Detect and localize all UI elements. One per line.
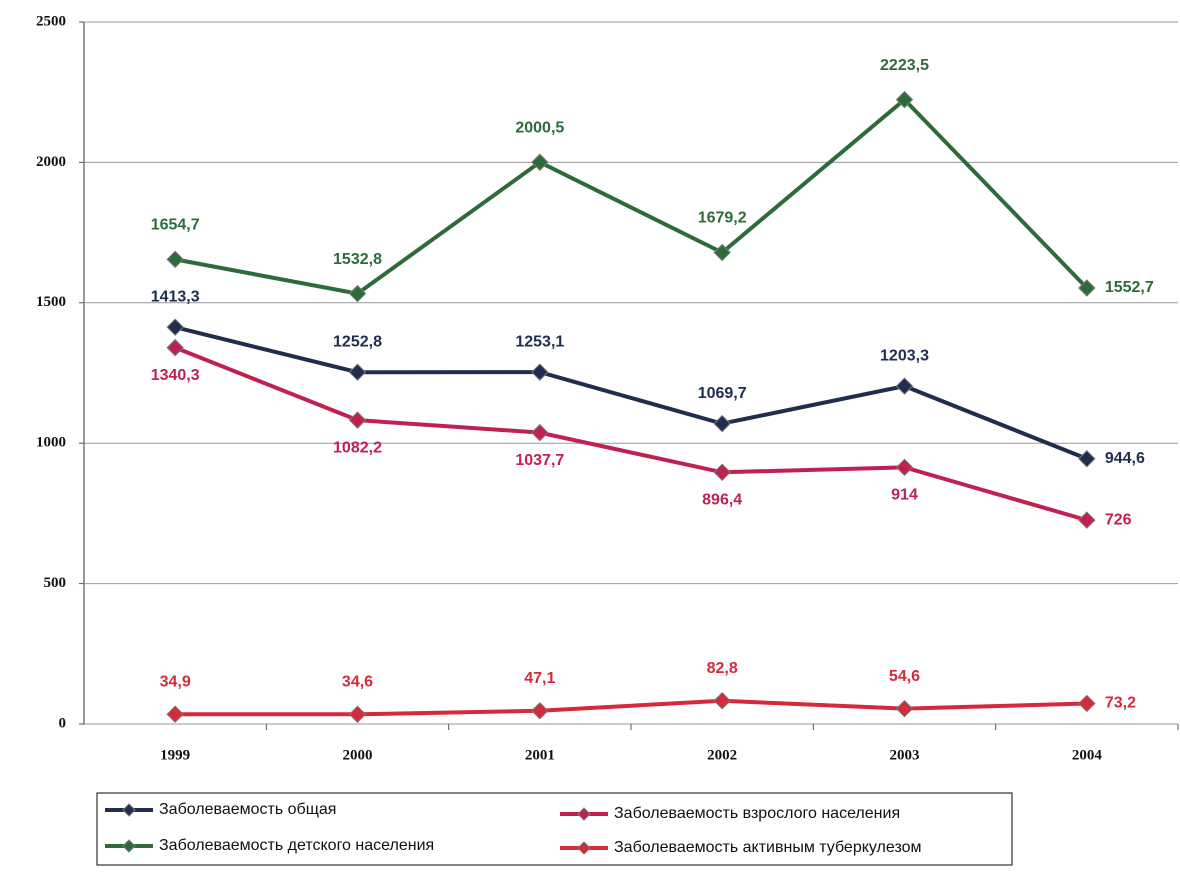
x-tick-label: 2004	[1072, 747, 1103, 763]
series-line	[174, 345, 1088, 523]
data-label: 896,4	[702, 492, 742, 509]
data-label: 1654,7	[151, 217, 200, 234]
y-tick-label: 0	[59, 715, 67, 731]
point	[531, 423, 549, 442]
data-label: 1679,2	[698, 210, 747, 227]
data-label: 1069,7	[698, 385, 747, 402]
y-tick-label: 500	[44, 575, 67, 591]
data-label: 73,2	[1105, 695, 1136, 712]
point	[348, 705, 367, 723]
point	[1078, 511, 1096, 529]
point	[531, 153, 549, 171]
data-label: 34,9	[160, 673, 191, 690]
point	[713, 243, 731, 262]
point	[713, 692, 731, 710]
point	[348, 284, 367, 303]
point	[1078, 279, 1096, 297]
data-label: 1552,7	[1105, 279, 1154, 296]
data-label: 914	[891, 487, 918, 504]
data-label: 1252,8	[333, 333, 382, 350]
point	[348, 411, 367, 429]
legend-box	[96, 792, 1013, 866]
point	[895, 90, 914, 109]
data-label: 54,6	[889, 668, 920, 685]
point	[166, 250, 184, 269]
series-line	[175, 698, 1087, 717]
data-label: 1253,1	[515, 333, 564, 350]
point	[895, 377, 914, 395]
legend-marker	[577, 807, 591, 821]
legend-label: Заболеваемость общая	[159, 801, 336, 818]
y-tick-label: 2000	[36, 154, 66, 170]
data-label: 82,8	[707, 660, 738, 677]
data-label: 2000,5	[515, 119, 564, 136]
y-tick-label: 2500	[36, 13, 66, 29]
point	[1078, 450, 1096, 468]
point	[895, 458, 914, 477]
legend-marker	[122, 803, 136, 817]
point	[348, 363, 367, 381]
point	[895, 699, 914, 718]
legend-label: Заболеваемость детского населения	[159, 837, 434, 854]
legend-label: Заболеваемость взрослого населения	[614, 805, 900, 822]
data-label: 34,6	[342, 674, 373, 691]
series-line	[174, 325, 1088, 461]
data-label: 1413,3	[151, 288, 200, 305]
y-tick-label: 1500	[36, 294, 66, 310]
data-label: 1532,8	[333, 251, 382, 268]
point	[713, 414, 731, 433]
x-tick-label: 2003	[890, 747, 920, 763]
data-label: 1082,2	[333, 439, 382, 456]
data-label: 1037,7	[515, 452, 564, 469]
data-label: 47,1	[524, 670, 555, 687]
legend-marker	[577, 841, 591, 855]
x-tick-label: 2001	[525, 747, 555, 763]
point	[166, 338, 184, 357]
data-label: 2223,5	[880, 57, 929, 74]
data-label: 726	[1105, 511, 1132, 528]
point	[713, 463, 731, 481]
series-line	[174, 96, 1089, 296]
point	[166, 318, 184, 336]
data-label: 1203,3	[880, 347, 929, 364]
y-tick-label: 1000	[36, 435, 66, 451]
data-label: 1340,3	[151, 367, 200, 384]
point	[531, 363, 549, 381]
legend-marker	[122, 839, 136, 853]
x-tick-label: 1999	[160, 747, 190, 763]
point	[166, 705, 184, 723]
point	[1078, 694, 1096, 713]
point	[531, 702, 549, 720]
data-label: 944,6	[1105, 450, 1145, 467]
x-tick-label: 2000	[343, 747, 373, 763]
x-tick-label: 2002	[707, 747, 737, 763]
legend-label: Заболеваемость активным туберкулезом	[614, 839, 922, 856]
